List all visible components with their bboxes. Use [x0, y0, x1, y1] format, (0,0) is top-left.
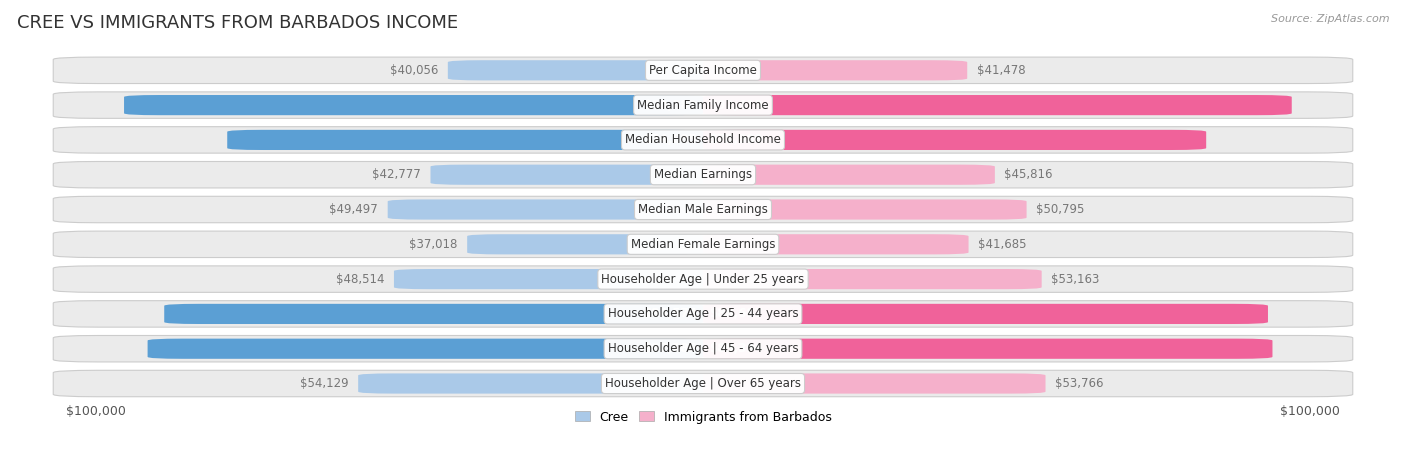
Text: $53,163: $53,163 — [1052, 273, 1099, 286]
FancyBboxPatch shape — [148, 339, 703, 359]
Text: $48,514: $48,514 — [336, 273, 384, 286]
FancyBboxPatch shape — [703, 304, 1268, 324]
Text: $100,000: $100,000 — [66, 405, 127, 418]
Text: $90,882: $90,882 — [643, 99, 696, 112]
Text: Median Female Earnings: Median Female Earnings — [631, 238, 775, 251]
FancyBboxPatch shape — [703, 130, 1206, 150]
Text: $50,795: $50,795 — [1036, 203, 1084, 216]
FancyBboxPatch shape — [449, 60, 703, 80]
FancyBboxPatch shape — [394, 269, 703, 289]
FancyBboxPatch shape — [53, 231, 1353, 257]
Legend: Cree, Immigrants from Barbados: Cree, Immigrants from Barbados — [569, 405, 837, 429]
Text: $37,018: $37,018 — [409, 238, 457, 251]
FancyBboxPatch shape — [53, 335, 1353, 362]
FancyBboxPatch shape — [703, 165, 995, 185]
FancyBboxPatch shape — [703, 234, 969, 255]
FancyBboxPatch shape — [124, 95, 703, 115]
FancyBboxPatch shape — [388, 199, 703, 219]
Text: Source: ZipAtlas.com: Source: ZipAtlas.com — [1271, 14, 1389, 24]
Text: Median Household Income: Median Household Income — [626, 134, 780, 147]
Text: Householder Age | 45 - 64 years: Householder Age | 45 - 64 years — [607, 342, 799, 355]
Text: $100,000: $100,000 — [1279, 405, 1340, 418]
Text: $41,685: $41,685 — [979, 238, 1026, 251]
FancyBboxPatch shape — [53, 301, 1353, 327]
FancyBboxPatch shape — [467, 234, 703, 255]
Text: $49,497: $49,497 — [329, 203, 378, 216]
Text: CREE VS IMMIGRANTS FROM BARBADOS INCOME: CREE VS IMMIGRANTS FROM BARBADOS INCOME — [17, 14, 458, 32]
Text: $53,766: $53,766 — [1054, 377, 1104, 390]
Text: $78,989: $78,989 — [710, 134, 763, 147]
FancyBboxPatch shape — [53, 127, 1353, 153]
Text: Householder Age | Under 25 years: Householder Age | Under 25 years — [602, 273, 804, 286]
FancyBboxPatch shape — [703, 269, 1042, 289]
Text: $88,687: $88,687 — [710, 307, 763, 320]
FancyBboxPatch shape — [53, 370, 1353, 397]
FancyBboxPatch shape — [165, 304, 703, 324]
Text: Median Male Earnings: Median Male Earnings — [638, 203, 768, 216]
Text: Per Capita Income: Per Capita Income — [650, 64, 756, 77]
Text: $54,129: $54,129 — [299, 377, 349, 390]
FancyBboxPatch shape — [703, 199, 1026, 219]
Text: $89,394: $89,394 — [710, 342, 763, 355]
FancyBboxPatch shape — [703, 95, 1292, 115]
Text: $41,478: $41,478 — [977, 64, 1025, 77]
FancyBboxPatch shape — [703, 60, 967, 80]
Text: $74,685: $74,685 — [643, 134, 696, 147]
Text: Median Family Income: Median Family Income — [637, 99, 769, 112]
Text: Householder Age | Over 65 years: Householder Age | Over 65 years — [605, 377, 801, 390]
FancyBboxPatch shape — [53, 92, 1353, 118]
FancyBboxPatch shape — [703, 374, 1046, 394]
Text: Householder Age | 25 - 44 years: Householder Age | 25 - 44 years — [607, 307, 799, 320]
FancyBboxPatch shape — [53, 162, 1353, 188]
FancyBboxPatch shape — [430, 165, 703, 185]
Text: $87,185: $87,185 — [643, 342, 696, 355]
Text: $45,816: $45,816 — [1004, 168, 1053, 181]
FancyBboxPatch shape — [53, 57, 1353, 84]
FancyBboxPatch shape — [703, 339, 1272, 359]
Text: $84,574: $84,574 — [643, 307, 696, 320]
FancyBboxPatch shape — [359, 374, 703, 394]
Text: $92,419: $92,419 — [710, 99, 763, 112]
Text: $40,056: $40,056 — [389, 64, 439, 77]
FancyBboxPatch shape — [53, 266, 1353, 292]
Text: Median Earnings: Median Earnings — [654, 168, 752, 181]
FancyBboxPatch shape — [228, 130, 703, 150]
FancyBboxPatch shape — [53, 196, 1353, 223]
Text: $42,777: $42,777 — [373, 168, 420, 181]
